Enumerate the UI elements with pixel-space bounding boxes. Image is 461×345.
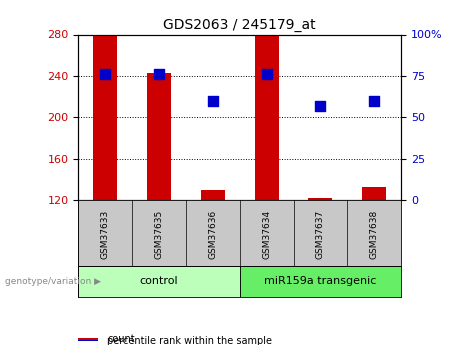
- Text: genotype/variation ▶: genotype/variation ▶: [5, 277, 100, 286]
- Point: [155, 71, 163, 77]
- Bar: [78, 338, 98, 339]
- Point: [263, 71, 270, 77]
- Point: [371, 98, 378, 104]
- Bar: [78, 266, 240, 297]
- Text: GSM37635: GSM37635: [154, 210, 164, 259]
- Bar: [308, 198, 332, 200]
- Text: miR159a transgenic: miR159a transgenic: [264, 276, 377, 286]
- Bar: [93, 34, 118, 200]
- Bar: [147, 73, 171, 200]
- Bar: [240, 266, 401, 297]
- Title: GDS2063 / 245179_at: GDS2063 / 245179_at: [163, 18, 316, 32]
- Text: GSM37636: GSM37636: [208, 210, 217, 259]
- Text: GSM37637: GSM37637: [316, 210, 325, 259]
- Bar: [201, 190, 225, 200]
- Text: GSM37634: GSM37634: [262, 210, 271, 259]
- Text: GSM37633: GSM37633: [101, 210, 110, 259]
- Text: percentile rank within the sample: percentile rank within the sample: [107, 336, 272, 345]
- Text: count: count: [107, 334, 135, 344]
- Point: [209, 98, 217, 104]
- Bar: [362, 187, 386, 200]
- Bar: [78, 340, 98, 342]
- Bar: [254, 34, 279, 200]
- Point: [317, 103, 324, 108]
- Point: [101, 71, 109, 77]
- Text: control: control: [140, 276, 178, 286]
- Text: GSM37638: GSM37638: [370, 210, 378, 259]
